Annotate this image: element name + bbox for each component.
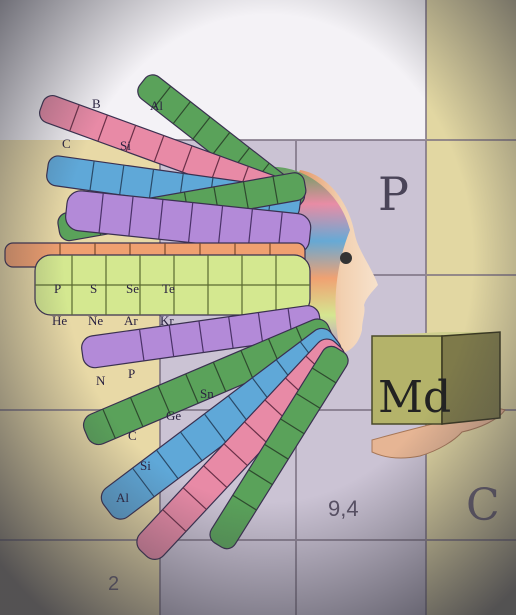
collage-scene: P C 4 9,4 2 (0, 0, 516, 615)
vignette (0, 0, 516, 615)
collage-canvas: P C 4 9,4 2 (0, 0, 516, 615)
